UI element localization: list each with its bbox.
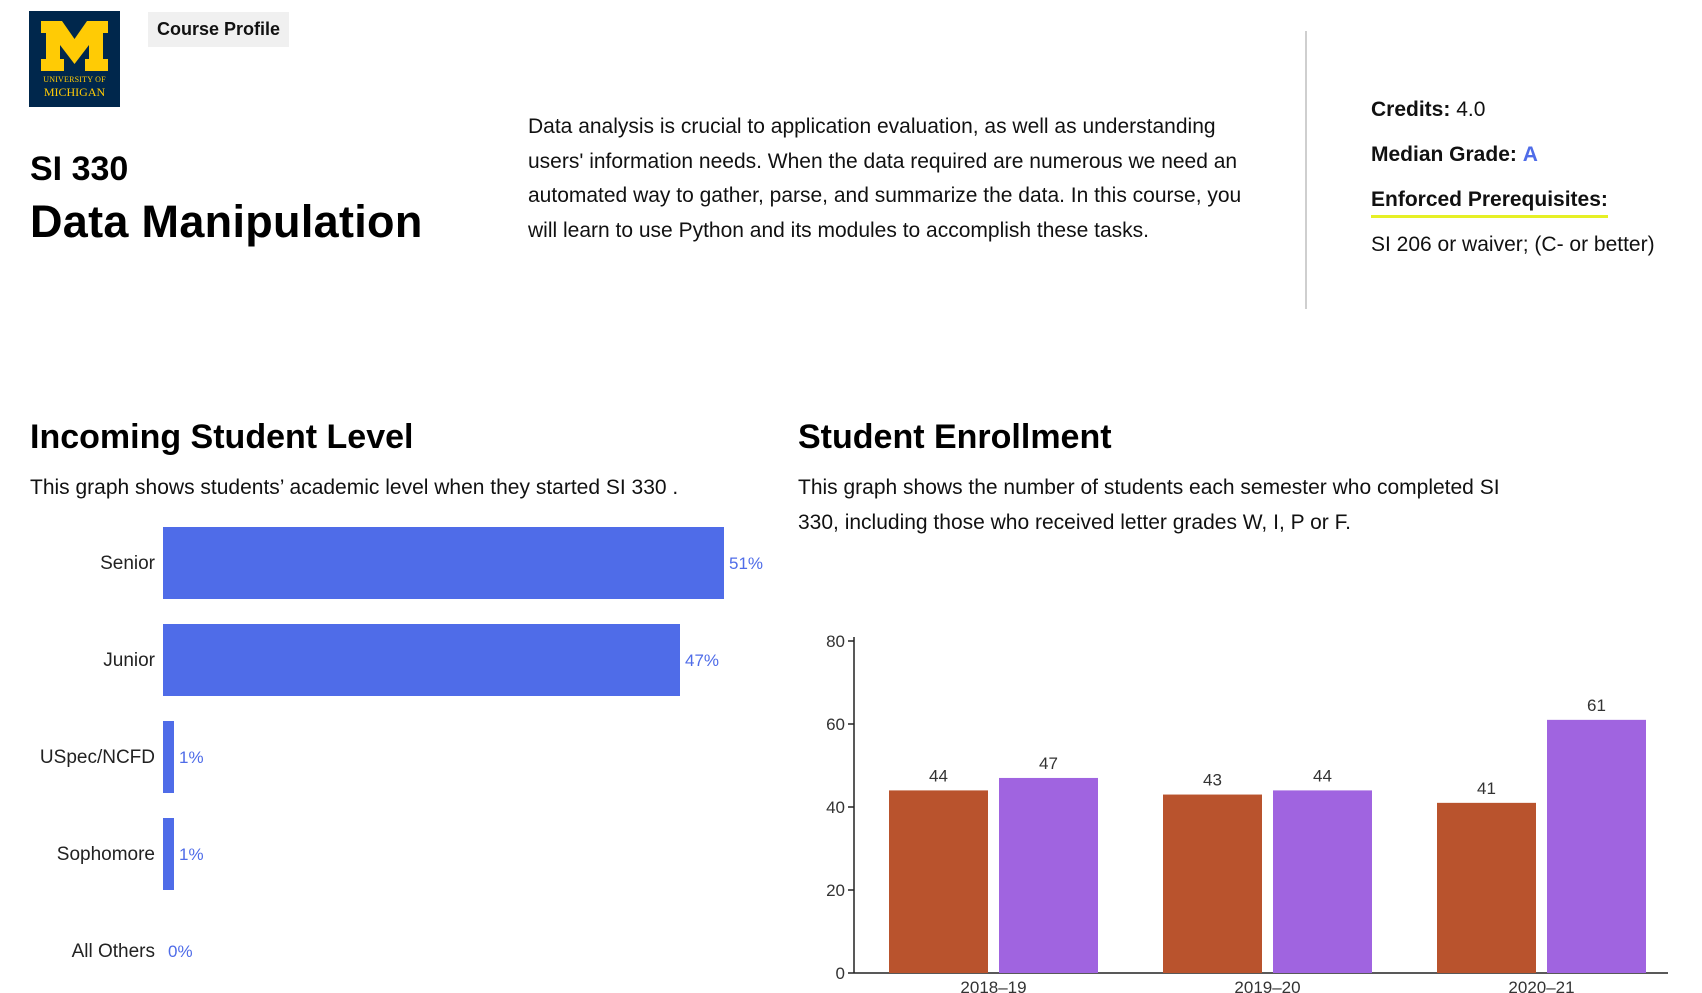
level-category-label: Senior: [100, 553, 156, 574]
student-level-title: Incoming Student Level: [30, 418, 414, 456]
level-value-label: 47%: [685, 651, 719, 670]
x-category-label: 2020–21: [1508, 978, 1574, 993]
level-bar: [163, 624, 680, 696]
enrollment-value-label: 43: [1203, 771, 1222, 790]
enrollment-bar: [889, 790, 988, 973]
level-bar: [163, 527, 724, 599]
median-grade-value: A: [1522, 143, 1538, 166]
enrollment-bar: [1547, 719, 1646, 973]
level-value-label: 1%: [179, 748, 204, 767]
median-grade-label: Median Grade:: [1371, 143, 1517, 166]
y-tick-label: 20: [826, 881, 845, 900]
course-code: SI 330: [30, 150, 129, 188]
course-title: Data Manipulation: [30, 196, 423, 247]
enrollment-bar: [1163, 794, 1262, 973]
level-value-label: 1%: [179, 845, 204, 864]
student-level-description: This graph shows students’ academic leve…: [30, 476, 679, 499]
x-category-label: 2019–20: [1234, 978, 1300, 993]
student-enrollment-chart: 0 20 40 60 80 44 47 2018–19 43 44 2019–20 41 61 2020–…: [826, 632, 1668, 993]
university-logo: UNIVERSITY OF MICHIGAN: [29, 11, 120, 107]
enrollment-value-label: 44: [1313, 766, 1332, 785]
enrollment-bar: [1273, 790, 1372, 973]
block-m-icon: [41, 21, 108, 71]
credits-value: 4.0: [1456, 98, 1486, 121]
student-level-chart: Senior 51% Junior 47% USpec/NCFD 1% Sophomore 1…: [40, 527, 763, 962]
level-bar: [163, 818, 174, 890]
level-category-label: All Others: [72, 941, 155, 962]
student-enrollment-description: This graph shows the number of students …: [798, 476, 1500, 534]
course-profile-tag: Course Profile: [148, 12, 290, 47]
vertical-divider: [1305, 31, 1307, 309]
y-tick-label: 80: [826, 632, 845, 651]
student-enrollment-title: Student Enrollment: [798, 418, 1112, 456]
enrollment-value-label: 44: [929, 766, 948, 785]
level-category-label: Junior: [103, 650, 155, 671]
y-tick-label: 0: [836, 964, 845, 983]
level-category-label: Sophomore: [57, 844, 155, 865]
x-category-label: 2018–19: [960, 978, 1026, 993]
prerequisites-value: SI 206 or waiver; (C- or better): [1371, 233, 1655, 256]
enrollment-bar: [999, 777, 1098, 973]
credits-label: Credits:: [1371, 98, 1451, 121]
level-category-label: USpec/NCFD: [40, 747, 155, 768]
prerequisites-label: Enforced Prerequisites:: [1371, 188, 1608, 218]
course-description: Data analysis is crucial to application …: [528, 115, 1242, 242]
level-value-label: 0%: [168, 942, 193, 961]
level-value-label: 51%: [729, 554, 763, 573]
enrollment-value-label: 61: [1587, 696, 1606, 715]
enrollment-value-label: 47: [1039, 754, 1058, 773]
y-tick-label: 60: [826, 715, 845, 734]
y-tick-label: 40: [826, 798, 845, 817]
enrollment-bar: [1437, 802, 1536, 973]
credits-row: Credits: 4.0: [1371, 98, 1485, 122]
logo-text-top: UNIVERSITY OF: [43, 75, 106, 84]
level-bar: [163, 721, 174, 793]
logo-text-bottom: MICHIGAN: [43, 85, 106, 99]
enrollment-value-label: 41: [1477, 779, 1496, 798]
median-grade-row: Median Grade: A: [1371, 143, 1538, 167]
